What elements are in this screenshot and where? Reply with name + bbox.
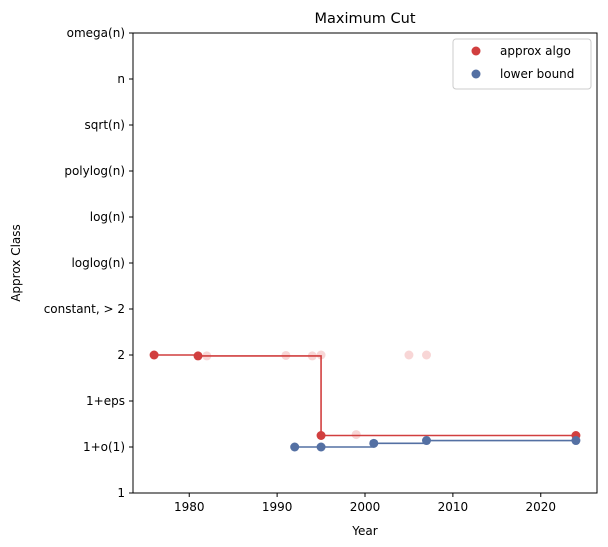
y-tick-label: log(n) [90, 210, 125, 224]
y-tick-label: n [117, 72, 125, 86]
approx-algo-frontier-line [154, 354, 576, 437]
y-tick-label: 1 [117, 486, 125, 500]
legend-label-approx-algo: approx algo [500, 44, 571, 58]
x-tick-label: 1980 [174, 500, 205, 514]
legend-marker-lower-bound [471, 69, 481, 79]
lower-bound-point [571, 436, 581, 446]
approx-algo-point [149, 350, 159, 360]
approx-algo-point [316, 431, 326, 440]
lower-bound-point [290, 442, 300, 452]
y-axis: 1 1+o(1) 1+eps 2 constant, > 2 loglog(n) log(n… [44, 26, 133, 500]
approx-algo-faded-point [351, 430, 361, 440]
legend: approx algo lower bound [452, 38, 592, 90]
legend-frame [452, 38, 592, 90]
y-tick-label: 2 [117, 348, 125, 362]
x-tick-label: 2010 [438, 500, 469, 514]
chart-title: Maximum Cut [314, 11, 415, 27]
approx-algo-faded-point [316, 350, 326, 360]
y-tick-label: 1+o(1) [83, 440, 125, 454]
lower-bound-point [422, 436, 432, 446]
plot-background [133, 33, 597, 493]
y-tick-label: loglog(n) [71, 256, 125, 270]
x-axis: 1980 1990 2000 2010 2020 [174, 493, 556, 514]
y-axis-label: Approx Class [9, 224, 23, 302]
lower-bound-point [369, 438, 379, 448]
x-tick-label: 2020 [525, 500, 556, 514]
y-tick-label: constant, > 2 [44, 302, 125, 316]
y-tick-label: omega(n) [67, 26, 125, 40]
x-tick-label: 1990 [262, 500, 293, 514]
approx-algo-faded-point [404, 350, 414, 360]
approx-algo-faded-point [422, 350, 432, 360]
y-tick-label: sqrt(n) [85, 118, 125, 132]
x-tick-label: 2000 [350, 500, 381, 514]
series-layer [149, 350, 581, 452]
x-axis-label: Year [351, 524, 377, 538]
legend-label-lower-bound: lower bound [500, 67, 574, 81]
y-tick-label: polylog(n) [64, 164, 125, 178]
lower-bound-point [316, 442, 326, 452]
legend-marker-approx-algo [471, 46, 481, 56]
y-tick-label: 1+eps [86, 394, 125, 408]
approx-algo-point [193, 351, 203, 361]
